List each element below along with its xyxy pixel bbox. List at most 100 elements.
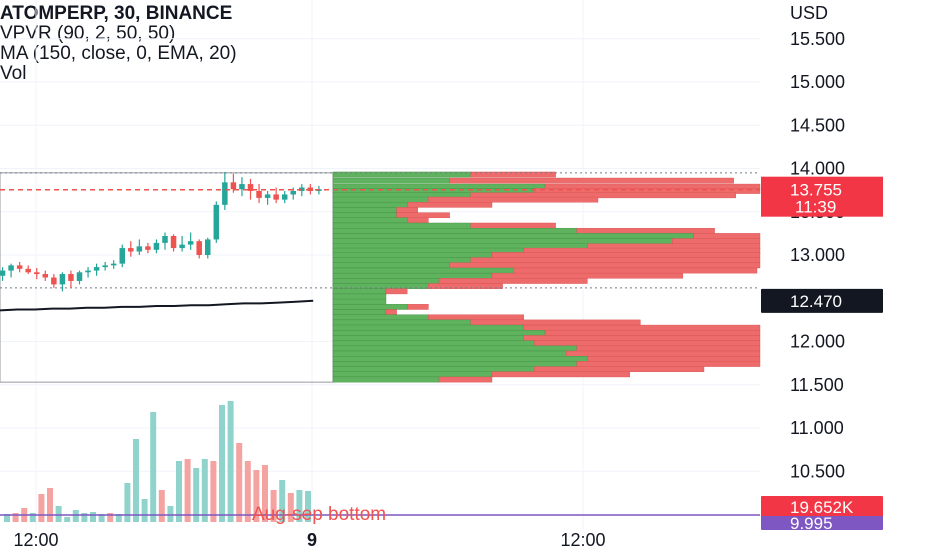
- volume-bar: [296, 490, 303, 522]
- volume-bar: [270, 490, 277, 522]
- profile-sell-row: [470, 171, 556, 178]
- candle-down: [51, 277, 57, 285]
- profile-sell-row: [470, 257, 761, 263]
- profile-sell-row: [534, 366, 705, 372]
- profile-sell-row: [566, 350, 761, 357]
- profile-buy-row: [332, 177, 450, 184]
- profile-buy-row: [332, 340, 535, 347]
- profile-sell-row: [672, 238, 761, 244]
- profile-buy-row: [332, 252, 493, 258]
- overlays: Aug-sep bottom: [0, 188, 760, 525]
- candle-down: [128, 248, 134, 252]
- price-tick-label: 14.000: [790, 159, 845, 179]
- time-axis[interactable]: 12:00 9 12:00: [13, 530, 605, 550]
- profile-sell-row: [491, 272, 684, 279]
- volume-bar: [29, 513, 36, 522]
- volume-tag-bg: [761, 496, 883, 518]
- volume-bar: [38, 494, 45, 522]
- volume-bar: [47, 488, 53, 522]
- profile-buy-row: [332, 350, 567, 357]
- profile-sell-row: [534, 340, 761, 347]
- profile-sell-row: [407, 304, 429, 310]
- volume-bar: [279, 480, 286, 522]
- time-tick-label: 12:00: [560, 530, 605, 550]
- profile-buy-row: [332, 304, 408, 310]
- candle-down: [230, 182, 237, 190]
- ma-value-tag-bg: [761, 288, 883, 313]
- profile-buy-row: [332, 196, 429, 203]
- profile-buy-row: [332, 238, 673, 244]
- profile-buy-row: [332, 366, 535, 372]
- line-value-tag-bg: [761, 516, 883, 530]
- profile-buy-row: [332, 345, 578, 352]
- profile-sell-row: [544, 330, 761, 336]
- volume-bar: [64, 517, 71, 522]
- profile-buy-row: [332, 217, 408, 224]
- profile-sell-row: [396, 207, 419, 213]
- price-tick-label: 14.500: [790, 115, 845, 135]
- profile-sell-row: [523, 324, 761, 331]
- volume-bar: [150, 412, 157, 522]
- candle-up: [136, 246, 143, 252]
- volume-indicator-label[interactable]: Vol: [0, 63, 27, 84]
- candle-down: [170, 235, 177, 249]
- candle-up: [85, 270, 91, 273]
- volume-bar: [262, 465, 268, 522]
- candle-up: [119, 248, 125, 264]
- volume-bar: [141, 499, 148, 522]
- visible-range-box: [0, 172, 334, 383]
- candle-down: [256, 190, 262, 198]
- price-tick-label: 15.000: [790, 72, 845, 92]
- candle-down: [42, 274, 49, 278]
- profile-buy-row: [332, 314, 429, 321]
- volume-bar: [227, 401, 234, 522]
- volume-bar: [236, 443, 243, 522]
- price-tick-label: 11.500: [790, 375, 844, 395]
- profile-sell-row: [523, 335, 761, 341]
- ma-indicator-label[interactable]: MA (150, close, 0, EMA, 20): [0, 43, 237, 64]
- profile-buy-row: [332, 212, 397, 219]
- volume-bar: [244, 461, 251, 522]
- candle-up: [213, 204, 220, 240]
- profile-buy-row: [332, 330, 546, 336]
- profile-buy-row: [332, 267, 514, 274]
- profile-sell-row: [491, 252, 761, 258]
- volume-bar: [107, 513, 114, 522]
- price-axis[interactable]: USD15.50015.00014.50014.00013.50013.0001…: [790, 3, 845, 481]
- currency-label: USD: [790, 3, 828, 23]
- last-price-tag-bg: [761, 176, 883, 217]
- volume-bar: [115, 514, 122, 522]
- volume-bars: [4, 401, 311, 522]
- profile-sell-row: [396, 212, 450, 219]
- profile-sell-row: [576, 227, 715, 234]
- candle-up: [102, 265, 108, 268]
- profile-buy-row: [332, 293, 387, 300]
- time-tick-label: 12:00: [13, 530, 58, 550]
- profile-sell-row: [449, 262, 761, 269]
- candle-down: [25, 268, 31, 273]
- candle-up: [153, 242, 160, 250]
- profile-buy-row: [332, 288, 387, 295]
- annotation-text: Aug-sep bottom: [252, 504, 386, 525]
- profile-sell-row: [470, 319, 641, 326]
- volume-bar: [158, 490, 165, 522]
- price-tick-label: 15.500: [790, 29, 845, 49]
- volume-bar: [305, 491, 311, 522]
- time-tick-label: 9: [307, 530, 317, 550]
- candle-up: [264, 194, 271, 198]
- profile-buy-row: [332, 335, 525, 341]
- volume-bar: [167, 506, 174, 522]
- candle-up: [187, 241, 194, 245]
- profile-sell-row: [385, 309, 397, 315]
- profile-sell-row: [385, 288, 408, 295]
- volume-bar: [124, 483, 131, 522]
- profile-buy-row: [332, 272, 493, 279]
- profile-buy-row: [332, 356, 588, 362]
- profile-sell-row: [576, 345, 761, 352]
- volume-bar: [98, 514, 105, 522]
- last-price-value: 13.755: [790, 181, 842, 200]
- volume-bar: [253, 470, 260, 522]
- price-tick-label: 11.000: [790, 418, 844, 438]
- symbol-title[interactable]: ATOMPERP, 30, BINANCE: [0, 3, 233, 24]
